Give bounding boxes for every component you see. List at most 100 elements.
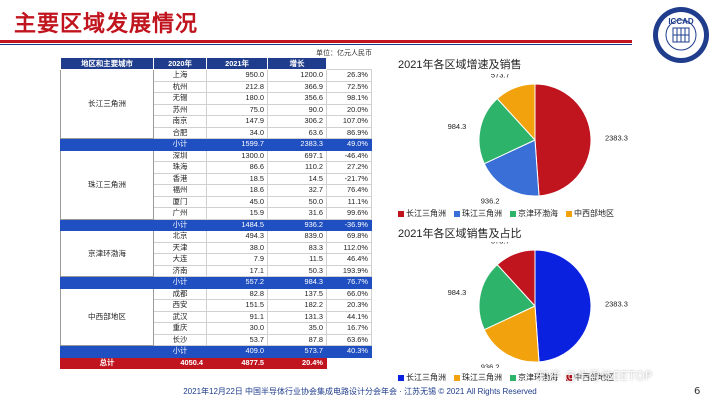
subtotal-value: 76.7%: [326, 276, 372, 289]
value-cell: 356.6: [267, 92, 327, 105]
legend-label: 珠江三角洲: [462, 209, 502, 218]
total-label: 总计: [60, 356, 154, 369]
pie-slice: [478, 97, 536, 165]
growth-cell: 86.9%: [326, 126, 372, 139]
table-row: 西安 151.5 182.2 20.3%: [61, 299, 372, 312]
city-name: 天津: [153, 241, 207, 254]
value-cell: 180.0: [206, 92, 268, 105]
pie-slice: [496, 83, 536, 142]
value-cell: 494.3: [206, 230, 268, 243]
value-cell: 14.5: [267, 172, 327, 185]
pie-slice: [478, 263, 536, 331]
city-sales-table: 地区和主要城市 2020年 2021年 增长 长江三角洲 上海 950.0 1200.…: [60, 57, 372, 369]
unit-label: 单位：亿元人民币: [316, 49, 372, 57]
table-row: 苏州 75.0 90.0 20.0%: [61, 103, 372, 116]
growth-cell: 98.1%: [326, 92, 372, 105]
growth-cell: -46.4%: [326, 149, 372, 162]
growth-cell: 16.7%: [326, 322, 372, 335]
value-cell: 1200.0: [267, 69, 327, 82]
value-cell: 18.6: [206, 184, 268, 197]
subtotal-spacer: [60, 138, 154, 151]
legend-swatch: [510, 210, 516, 217]
value-cell: 366.9: [267, 80, 327, 93]
value-cell: 17.1: [206, 264, 268, 277]
legend-item: 中西部地区: [566, 208, 614, 219]
growth-cell: 112.0%: [326, 241, 372, 254]
subtotal-row: 小计 409.0 573.7 40.3%: [60, 345, 372, 358]
subtotal-value: 1484.5: [206, 218, 268, 231]
total-value: 4877.5: [206, 356, 268, 369]
growth-cell: 20.0%: [326, 103, 372, 116]
legend-item: 京津环渤海: [510, 372, 558, 383]
pie1-legend: 长江三角洲 珠江三角洲 京津环渤海 中西部地区: [398, 208, 614, 219]
legend-swatch: [566, 374, 572, 381]
growth-cell: -21.7%: [326, 172, 372, 185]
subtotal-label: 小计: [153, 345, 207, 358]
legend-label: 长江三角洲: [406, 373, 446, 382]
header-2020: 2020年: [153, 57, 207, 70]
table-row: 京津环渤海 北京 494.3 839.0 69.8%: [60, 230, 372, 277]
subtotal-row: 小计 557.2 984.3 76.7%: [60, 276, 372, 289]
pie-data-label: 2383.3: [605, 300, 628, 309]
growth-cell: 99.6%: [326, 207, 372, 220]
growth-cell: 44.1%: [326, 310, 372, 323]
growth-cell: 72.5%: [326, 80, 372, 93]
value-cell: 950.0: [206, 69, 268, 82]
title-underline-thin: [0, 44, 632, 45]
growth-cell: 76.4%: [326, 184, 372, 197]
subtotal-value: 984.3: [267, 276, 327, 289]
value-cell: 82.8: [206, 287, 268, 300]
growth-cell: 193.9%: [326, 264, 372, 277]
legend-swatch: [566, 210, 572, 217]
table-row: 重庆 30.0 35.0 16.7%: [61, 322, 372, 335]
total-value: 20.4%: [267, 356, 327, 369]
iccad-logo-icon: ICCAD: [653, 7, 709, 63]
city-name: 厦门: [153, 195, 207, 208]
growth-cell: 63.6%: [326, 333, 372, 346]
subtotal-value: 557.2: [206, 276, 268, 289]
table-row: 长沙 53.7 87.8 63.6%: [61, 333, 372, 346]
pie-data-label: 573.7: [491, 74, 510, 80]
value-cell: 53.7: [206, 333, 268, 346]
table-row: 厦门 45.0 50.0 11.1%: [61, 195, 372, 208]
legend-label: 长江三角洲: [406, 209, 446, 218]
value-cell: 151.5: [206, 299, 268, 312]
city-name: 上海: [153, 69, 207, 82]
city-name: 福州: [153, 184, 207, 197]
table-row: 珠海 86.6 110.2 27.2%: [61, 161, 372, 174]
city-name: 成都: [153, 287, 207, 300]
city-name: 济南: [153, 264, 207, 277]
region-name: 珠江三角洲: [60, 149, 154, 220]
value-cell: 11.5: [267, 253, 327, 266]
total-value: 4050.4: [153, 356, 207, 369]
city-name: 珠海: [153, 161, 207, 174]
value-cell: 87.8: [267, 333, 327, 346]
pie-slice: [534, 249, 592, 363]
value-cell: 15.9: [206, 207, 268, 220]
growth-cell: 46.4%: [326, 253, 372, 266]
watermark: 知乎 @半导体EETOP: [537, 369, 652, 383]
region-name: 中西部地区: [60, 287, 154, 346]
city-name: 武汉: [153, 310, 207, 323]
value-cell: 110.2: [267, 161, 327, 174]
table-header-row: 地区和主要城市 2020年 2021年 增长: [60, 57, 372, 70]
growth-cell: 11.1%: [326, 195, 372, 208]
table-row: 福州 18.6 32.7 76.4%: [61, 184, 372, 197]
subtotal-value: 49.0%: [326, 138, 372, 151]
value-cell: 147.9: [206, 115, 268, 128]
subtotal-spacer: [60, 345, 154, 358]
city-name: 南京: [153, 115, 207, 128]
subtotal-label: 小计: [153, 276, 207, 289]
city-name: 广州: [153, 207, 207, 220]
pie-data-label: 573.7: [491, 242, 510, 246]
value-cell: 32.7: [267, 184, 327, 197]
growth-cell: 20.3%: [326, 299, 372, 312]
city-name: 杭州: [153, 80, 207, 93]
city-name: 长沙: [153, 333, 207, 346]
region-name: 长江三角洲: [60, 69, 154, 139]
value-cell: 63.6: [267, 126, 327, 139]
subtotal-value: 409.0: [206, 345, 268, 358]
legend-label: 京津环渤海: [518, 373, 558, 382]
svg-text:ICCAD: ICCAD: [668, 17, 694, 26]
growth-cell: 26.3%: [326, 69, 372, 82]
